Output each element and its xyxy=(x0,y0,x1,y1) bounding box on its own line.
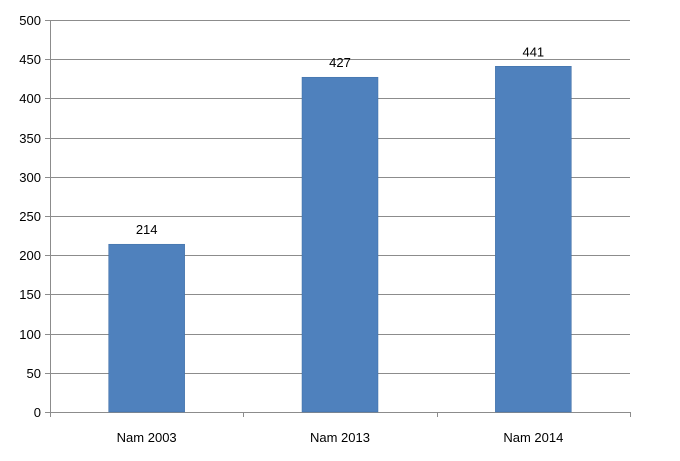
y-tick-label-250: 250 xyxy=(19,209,41,224)
y-tick-label-0: 0 xyxy=(34,405,41,420)
data-label-nam-2014: 441 xyxy=(522,44,544,59)
bars xyxy=(108,66,572,413)
y-tick-label-500: 500 xyxy=(19,13,41,28)
bar-nam-2014 xyxy=(495,66,572,413)
y-tick-label-150: 150 xyxy=(19,287,41,302)
x-tick-label-nam-2014: Nam 2014 xyxy=(503,430,563,445)
x-tick-label-nam-2013: Nam 2013 xyxy=(310,430,370,445)
y-tick-label-50: 50 xyxy=(27,366,41,381)
bar-nam-2013 xyxy=(301,76,379,413)
x-axis-tick-labels: Nam 2003 Nam 2013 Nam 2014 xyxy=(117,430,564,445)
y-tick-label-200: 200 xyxy=(19,248,41,263)
bar-nam-2003 xyxy=(108,243,185,413)
y-tick-label-350: 350 xyxy=(19,131,41,146)
y-tick-label-400: 400 xyxy=(19,91,41,106)
x-tick-label-nam-2003: Nam 2003 xyxy=(117,430,177,445)
y-tick-label-300: 300 xyxy=(19,170,41,185)
data-label-nam-2003: 214 xyxy=(136,222,158,237)
y-tick-label-450: 450 xyxy=(19,52,41,67)
data-labels: 214 427 441 xyxy=(136,44,544,237)
data-label-nam-2013: 427 xyxy=(329,55,351,70)
y-axis-tick-labels: 0 50 100 150 200 250 300 350 400 450 500 xyxy=(19,13,41,420)
y-tick-label-100: 100 xyxy=(19,327,41,342)
